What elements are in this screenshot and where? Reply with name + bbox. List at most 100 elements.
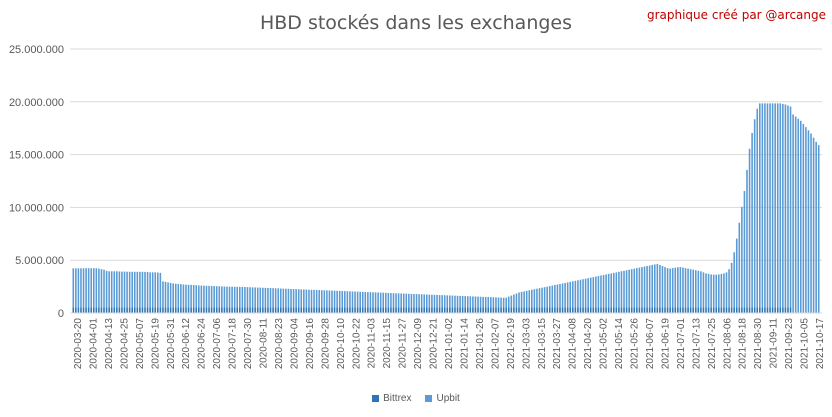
bar-upbit (267, 287, 269, 308)
bar-bittrex (351, 307, 354, 313)
bar-bittrex (331, 307, 333, 313)
x-tick-label: 2020-06-24 (197, 318, 208, 370)
bar-upbit (262, 287, 264, 308)
bar-bittrex (108, 307, 110, 313)
bar-upbit (561, 283, 564, 308)
bar-upbit (707, 273, 710, 308)
bar-upbit (679, 267, 682, 308)
bar-bittrex (756, 307, 759, 313)
bar-bittrex (730, 307, 733, 313)
bar-upbit (215, 286, 218, 308)
y-tick-label: 20.000.000 (9, 97, 64, 109)
bar-bittrex (300, 307, 303, 313)
bar-upbit (572, 281, 574, 308)
bar-bittrex (105, 307, 108, 313)
bar-upbit (387, 292, 390, 308)
bar-upbit (531, 289, 533, 308)
bar-bittrex (392, 307, 395, 313)
x-tick-label: 2021-07-13 (691, 318, 702, 370)
bar-bittrex (428, 307, 431, 313)
bar-bittrex (656, 307, 659, 313)
bar-bittrex (205, 307, 208, 313)
bar-bittrex (116, 307, 118, 313)
bar-bittrex (246, 307, 249, 313)
bar-bittrex (382, 307, 385, 313)
bar-upbit (638, 267, 641, 308)
x-tick-label: 2021-10-17 (815, 318, 826, 370)
bar-upbit (200, 285, 203, 308)
bar-bittrex (541, 307, 543, 313)
bar-bittrex (595, 307, 597, 313)
bar-upbit (203, 285, 205, 308)
y-tick-label: 0 (58, 308, 64, 320)
bar-upbit (735, 238, 738, 308)
bar-bittrex (344, 307, 346, 313)
bar-upbit (738, 222, 741, 308)
bar-bittrex (502, 307, 505, 313)
x-tick-label: 2020-11-03 (367, 318, 378, 369)
bar-upbit (264, 287, 267, 308)
bar-bittrex (128, 307, 131, 313)
bar-bittrex (443, 307, 446, 313)
bar-bittrex (753, 307, 756, 313)
bar-bittrex (282, 307, 285, 313)
bar-upbit (789, 106, 792, 308)
bar-bittrex (633, 307, 636, 313)
bar-upbit (554, 285, 556, 308)
bar-bittrex (210, 307, 213, 313)
bar-bittrex (154, 307, 157, 313)
bar-bittrex (431, 307, 433, 313)
bar-upbit (636, 268, 638, 308)
bar-upbit (190, 284, 192, 308)
bar-upbit (118, 271, 121, 308)
bar-bittrex (303, 307, 305, 313)
bar-upbit (75, 268, 77, 308)
bar-upbit (715, 274, 718, 308)
x-tick-label: 2021-01-02 (444, 318, 455, 370)
bar-bittrex (466, 307, 469, 313)
bar-bittrex (292, 307, 295, 313)
bar-bittrex (198, 307, 200, 313)
bar-upbit (684, 268, 687, 308)
bar-upbit (249, 287, 251, 308)
bar-bittrex (748, 307, 751, 313)
bar-bittrex (285, 307, 287, 313)
bar-bittrex (490, 307, 492, 313)
bar-bittrex (110, 307, 113, 313)
bar-upbit (359, 291, 361, 308)
bar-bittrex (172, 307, 174, 313)
bar-bittrex (454, 307, 456, 313)
bar-bittrex (213, 307, 215, 313)
bar-bittrex (492, 307, 495, 313)
bar-upbit (815, 141, 817, 313)
bar-upbit (482, 296, 484, 308)
bar-upbit (797, 118, 800, 313)
bar-upbit (446, 295, 449, 308)
bar-upbit (592, 277, 595, 308)
bar-bittrex (113, 307, 116, 313)
bar-bittrex (423, 307, 426, 313)
x-tick-label: 2021-01-14 (459, 318, 470, 370)
bar-bittrex (456, 307, 459, 313)
bar-upbit (466, 296, 469, 308)
x-tick-label: 2021-05-26 (630, 318, 641, 370)
bar-bittrex (118, 307, 121, 313)
bar-bittrex (618, 307, 620, 313)
bar-bittrex (677, 307, 679, 313)
bar-bittrex (121, 307, 123, 313)
gridlines (70, 48, 822, 261)
bar-bittrex (702, 307, 705, 313)
bar-upbit (167, 282, 169, 308)
bar-bittrex (123, 307, 126, 313)
bar-bittrex (377, 307, 379, 313)
bar-upbit (497, 297, 500, 308)
bar-upbit (80, 268, 82, 308)
bar-upbit (577, 280, 579, 308)
bar-upbit (469, 296, 472, 308)
bar-bittrex (625, 307, 628, 313)
bar-upbit (525, 290, 528, 308)
bar-bittrex (126, 307, 128, 313)
bar-bittrex (157, 307, 159, 313)
y-tick-label: 15.000.000 (9, 150, 64, 162)
bar-bittrex (264, 307, 267, 313)
